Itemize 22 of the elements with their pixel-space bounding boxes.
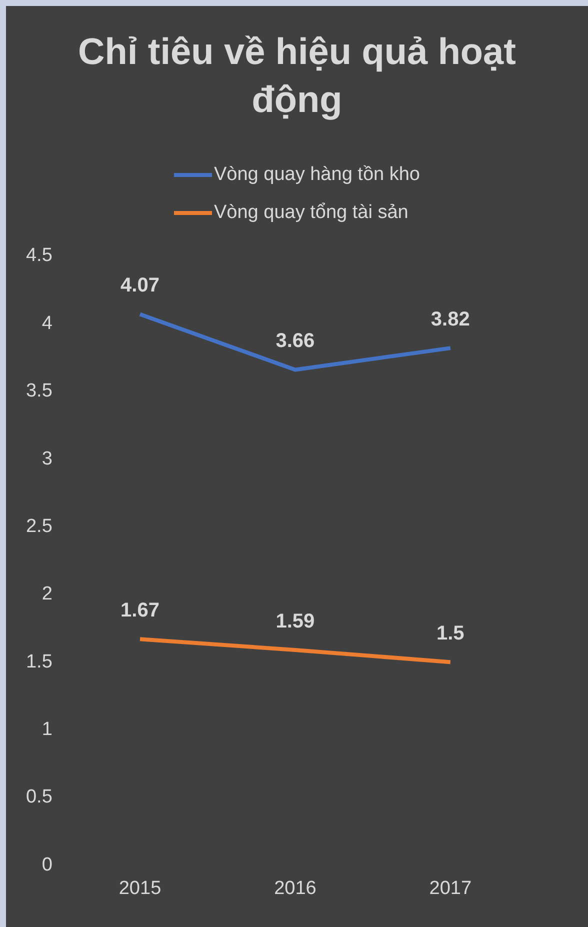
y-tick-label: 0 [42,854,52,876]
legend-label: Vòng quay hàng tồn kho [214,164,420,186]
y-tick-label: 1.5 [26,651,52,672]
data-label: 1.67 [120,600,160,622]
data-label: 4.07 [120,274,160,297]
y-tick-label: 3.5 [26,380,52,402]
y-tick-label: 2 [42,584,52,605]
x-tick-label: 2016 [274,878,316,899]
x-tick-label: 2017 [429,878,472,899]
data-label: 3.82 [430,308,470,331]
legend-label: Vòng quay tổng tài sản [214,202,408,224]
chart-title: Chỉ tiêu về hiệu quả hoạt động [77,30,517,122]
y-tick-label: 4 [42,312,53,334]
data-label: 1.59 [276,610,315,632]
y-tick-label: 3 [42,448,52,470]
y-tick-label: 1 [42,719,52,740]
x-tick-label: 2015 [118,878,162,899]
data-label: 3.66 [276,330,315,352]
data-label: 1.5 [436,622,464,645]
y-tick-label: 0.5 [26,786,52,808]
y-tick-label: 2.5 [26,516,52,537]
y-tick-label: 4.5 [26,245,52,266]
